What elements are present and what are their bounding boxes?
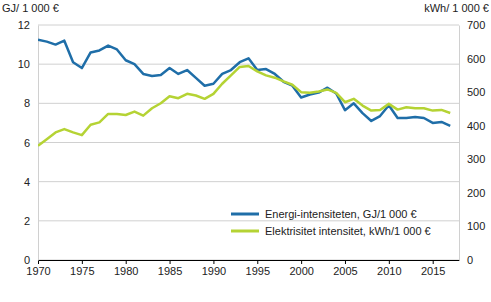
tick: 400 [459, 120, 485, 132]
series-line [38, 40, 450, 126]
tick: 8 [24, 97, 38, 109]
tick-label: 1985 [158, 265, 182, 277]
tick-mark [213, 260, 214, 264]
tick-label: 2 [24, 215, 30, 227]
tick: 12 [18, 19, 38, 31]
tick-label: 2000 [289, 265, 313, 277]
tick: 0 [24, 254, 38, 266]
tick-label: 8 [24, 97, 30, 109]
grid-line [38, 260, 459, 261]
tick: 200 [459, 187, 485, 199]
tick: 1980 [114, 260, 138, 277]
tick-label: 300 [467, 153, 485, 165]
tick: 1975 [70, 260, 94, 277]
tick-label: 6 [24, 137, 30, 149]
tick-label: 0 [467, 254, 473, 266]
y2-axis: 0 100 200 300 400 500 600 700 [459, 19, 485, 266]
tick-label: 600 [467, 53, 485, 65]
tick: 500 [459, 86, 485, 98]
tick: 4 [24, 176, 38, 188]
grid-line [38, 142, 459, 143]
tick-mark [82, 260, 83, 264]
tick-mark [345, 260, 346, 264]
tick: 1995 [246, 260, 270, 277]
tick-label: 1980 [114, 265, 138, 277]
tick: 2000 [289, 260, 313, 277]
tick-label: 2015 [421, 265, 445, 277]
tick-label: 1990 [202, 265, 226, 277]
tick-mark [301, 260, 302, 264]
tick-label: 2010 [377, 265, 401, 277]
tick-label: 10 [18, 58, 30, 70]
y-axis-title: GJ/ 1 000 € [2, 2, 59, 14]
tick-label: 0 [24, 254, 30, 266]
grid-line [38, 103, 459, 104]
series-line [38, 66, 450, 146]
tick: 2010 [377, 260, 401, 277]
tick: 1990 [202, 260, 226, 277]
grid-line [38, 64, 459, 65]
tick-label: 400 [467, 120, 485, 132]
tick-label: 4 [24, 176, 30, 188]
tick-mark [38, 260, 39, 264]
legend: Energi-intensiteten, GJ/1 000 € Elektrisi… [231, 208, 431, 237]
grid-line [38, 181, 459, 182]
tick: 6 [24, 137, 38, 149]
tick: 0 [459, 254, 473, 266]
tick-label: 100 [467, 220, 485, 232]
y2-axis-title: kWh/ 1 000 € [424, 2, 489, 14]
tick: 100 [459, 220, 485, 232]
tick: 2 [24, 215, 38, 227]
tick-label: 500 [467, 86, 485, 98]
tick-label: 700 [467, 19, 485, 31]
plot-area [38, 40, 450, 146]
tick: 700 [459, 19, 485, 31]
legend-label: Elektrisitet intensitet, kWh/1 000 € [265, 225, 431, 237]
tick-mark [389, 260, 390, 264]
tick-mark [257, 260, 258, 264]
tick: 600 [459, 53, 485, 65]
axis-line [38, 26, 39, 261]
tick-mark [433, 260, 434, 264]
chart: 1970197519801985199019952000200520102015… [0, 0, 491, 302]
tick-mark [170, 260, 171, 264]
axis-line [459, 26, 460, 261]
tick-label: 12 [18, 19, 30, 31]
tick: 300 [459, 153, 485, 165]
axis-line [39, 260, 460, 261]
tick-label: 2005 [333, 265, 357, 277]
tick: 1985 [158, 260, 182, 277]
y-axis: 0 2 4 6 8 10 12 [18, 19, 39, 266]
tick: 2015 [421, 260, 445, 277]
legend-swatch [231, 213, 259, 216]
tick: 2005 [333, 260, 357, 277]
tick-label: 200 [467, 187, 485, 199]
tick-label: 1970 [26, 265, 50, 277]
grid [38, 25, 459, 260]
grid-line [38, 25, 459, 26]
grid-line [38, 220, 459, 221]
tick-mark [126, 260, 127, 264]
x-axis: 1970 1975 1980 1985 1990 1995 2000 2005 2010 2015 [26, 260, 459, 277]
tick-label: 1975 [70, 265, 94, 277]
tick: 10 [18, 58, 38, 70]
tick-label: 1995 [246, 265, 270, 277]
legend-swatch [231, 230, 259, 233]
legend-label: Energi-intensiteten, GJ/1 000 € [265, 208, 417, 220]
